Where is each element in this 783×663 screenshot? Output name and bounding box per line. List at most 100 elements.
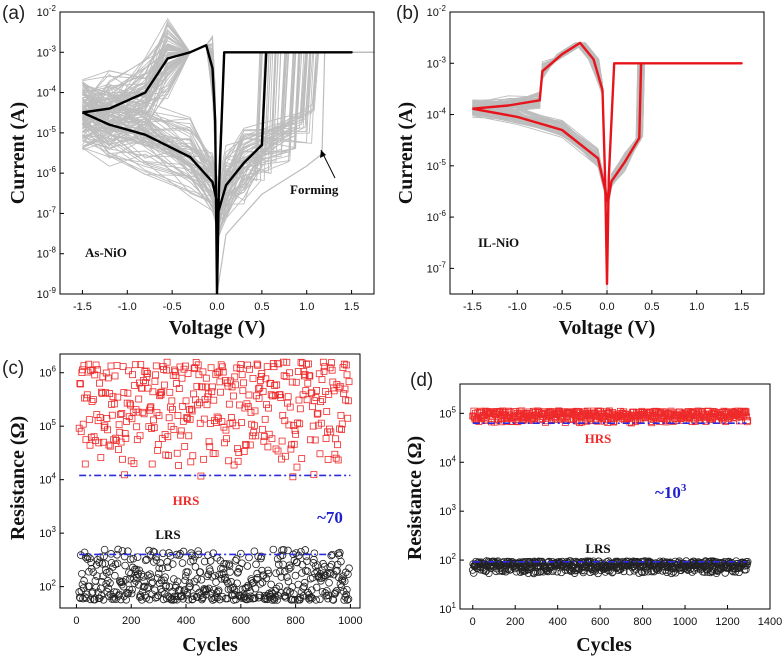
x-tick-label: 400 (177, 615, 195, 627)
hrs-point (119, 455, 126, 463)
hrs-point (175, 462, 183, 469)
panel-b: (b) -1.5 -1.0 -0.5 0.0 0.5 1.0 1.5 10-210-310-… (395, 3, 765, 339)
lrs-point (166, 552, 175, 560)
lrs-point (278, 551, 287, 560)
hrs-point (118, 409, 126, 417)
hrs-point (188, 407, 196, 415)
panel-c-y-ticks: 102 103 104 105 106 (39, 365, 64, 594)
hrs-point (112, 434, 120, 442)
hrs-point (124, 389, 132, 397)
hrs-point (177, 431, 185, 439)
lrs-point (184, 568, 192, 576)
hrs-point (309, 422, 317, 430)
hrs-point (284, 393, 292, 401)
y-tick-label: 10-9 (37, 286, 57, 301)
lrs-point (100, 552, 108, 561)
hrs-point (259, 388, 267, 395)
hrs-point (173, 449, 181, 457)
hrs-point (76, 380, 84, 387)
lrs-point (290, 556, 299, 565)
hrs-point (168, 397, 176, 405)
hrs-point (218, 418, 226, 426)
hrs-point (86, 441, 94, 449)
hrs-point (171, 368, 179, 376)
hrs-point (230, 461, 238, 469)
lrs-point (523, 560, 531, 569)
lrs-point (272, 569, 280, 577)
lrs-point (115, 590, 123, 599)
lrs-point (185, 579, 194, 587)
panel-a: (a) -1.5 -1.0 -0.5 0.0 0.5 1.0 1.5 10-210-310-… (2, 3, 375, 339)
hrs-point (136, 432, 144, 440)
hrs-point (286, 369, 293, 377)
hrs-point (326, 364, 334, 372)
lrs-point (121, 561, 129, 570)
lrs-point (303, 567, 312, 576)
x-tick-label: 1.0 (299, 301, 314, 313)
hrs-point (92, 361, 100, 369)
hrs-point (117, 438, 125, 446)
lrs-point (111, 571, 119, 580)
hrs-point (319, 358, 327, 366)
lrs-point (106, 579, 114, 587)
hrs-point (301, 371, 309, 378)
lrs-point (132, 577, 140, 585)
hrs-point (194, 401, 201, 409)
hrs-point (312, 394, 320, 401)
hrs-point (294, 368, 302, 375)
hrs-point (245, 391, 253, 399)
hrs-point (313, 386, 320, 394)
hrs-point (288, 378, 296, 386)
hrs-point (283, 358, 291, 366)
y-tick-label: 104 (439, 454, 456, 469)
lrs-point (79, 594, 87, 603)
lrs-point (342, 590, 351, 599)
hrs-point (345, 378, 353, 386)
hrs-point (325, 390, 333, 398)
lrs-point (284, 577, 293, 586)
x-tick-label: 0.0 (209, 301, 224, 313)
lrs-point (262, 574, 271, 582)
panel-d-x-axis-title: Cycles (576, 634, 632, 656)
hrs-point (263, 401, 270, 409)
hrs-point (188, 405, 195, 413)
hrs-point (160, 381, 168, 389)
panel-c-label: (c) (2, 358, 24, 379)
hrs-point (221, 439, 228, 447)
y-tick-label: 105 (39, 418, 56, 433)
lrs-point (152, 553, 160, 561)
lrs-point (119, 582, 128, 591)
hrs-point (329, 378, 337, 386)
hrs-point (274, 447, 282, 455)
y-tick-label: 101 (439, 601, 456, 616)
lrs-point (145, 546, 153, 555)
hrs-point (178, 374, 186, 382)
hrs-point (148, 460, 156, 468)
hrs-point (135, 395, 143, 403)
hrs-point (151, 377, 159, 385)
hrs-point (251, 407, 259, 415)
lrs-point (161, 573, 169, 581)
hrs-point (294, 419, 302, 427)
hrs-point (255, 395, 263, 402)
lrs-point (327, 551, 335, 560)
lrs-point (175, 551, 184, 560)
hrs-point (189, 452, 197, 460)
hrs-point (262, 375, 270, 383)
lrs-point (240, 594, 249, 602)
y-tick-label: 10-7 (37, 205, 57, 220)
lrs-point (286, 588, 294, 596)
panel-b-x-ticks: -1.5 -1.0 -0.5 0.0 0.5 1.0 1.5 (463, 290, 749, 313)
lrs-point (107, 558, 116, 567)
lrs-point (301, 546, 310, 554)
hrs-point (282, 452, 289, 460)
hrs-point (131, 382, 139, 389)
lrs-point (312, 583, 321, 592)
hrs-point (186, 415, 194, 423)
panel-b-y-axis-title: Current (A) (395, 102, 417, 204)
lrs-point (269, 545, 278, 554)
lrs-point (119, 577, 127, 586)
hrs-point (79, 420, 87, 428)
lrs-point (294, 551, 303, 560)
